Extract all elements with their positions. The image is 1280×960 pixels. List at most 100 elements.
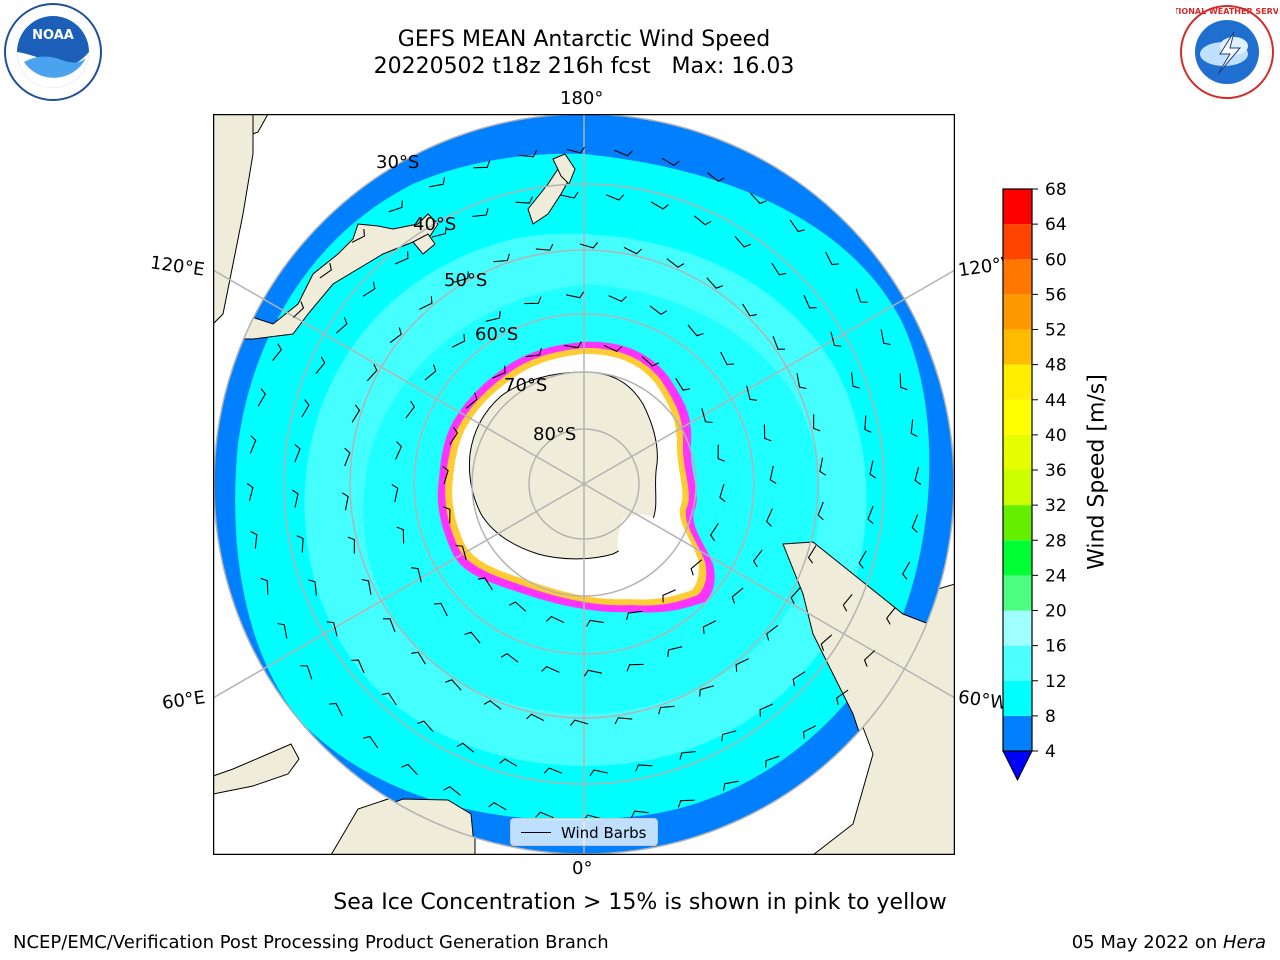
wind-barb: [608, 295, 627, 303]
wind-barb: [603, 344, 623, 353]
wind-barb: [451, 333, 466, 348]
wind-barb: [720, 351, 735, 366]
wind-barb: [454, 271, 469, 283]
colorbar-bin-4-8: [1003, 715, 1032, 751]
wind-barb: [789, 219, 806, 233]
wind-barb: [515, 196, 533, 204]
wind-barb: [709, 523, 719, 542]
colorbar-tick-label: 28: [1045, 531, 1067, 551]
wind-barb: [835, 689, 849, 706]
wind-barb: [830, 331, 842, 347]
australia-land: [214, 213, 439, 340]
wind-barb: [842, 593, 853, 612]
wind-barb: [433, 602, 448, 617]
wind-barb: [772, 335, 785, 350]
colorbar-tick-label: 48: [1045, 356, 1067, 376]
lat-label-80s: 80°S: [533, 424, 577, 445]
colorbar-tick-label: 4: [1045, 742, 1056, 762]
wind-barb: [405, 400, 415, 419]
wind-barb: [300, 665, 313, 680]
wind-barb: [661, 157, 680, 166]
colorbar-bin-52-56: [1003, 294, 1032, 330]
wind-barb: [431, 226, 447, 238]
wind-barb: [583, 669, 603, 677]
wind-barb: [499, 758, 518, 767]
wind-barbs: [246, 146, 922, 822]
colorbar-bin-64-68: [1003, 189, 1032, 225]
lat-label-60s: 60°S: [475, 324, 519, 345]
wind-barb: [326, 621, 338, 637]
wind-barb: [693, 215, 712, 226]
wind-barb: [687, 324, 704, 337]
colorbar-tick-label: 44: [1045, 391, 1067, 411]
wind-barb: [819, 457, 827, 476]
colorbar-tick-label: 12: [1045, 672, 1067, 692]
credit-text: NCEP/EMC/Verification Post Processing Pr…: [13, 932, 609, 953]
land-corner-sw: [213, 743, 300, 795]
wind-barb: [296, 535, 304, 553]
wind-barb: [662, 589, 676, 603]
wind-barb: [864, 415, 872, 433]
lon-label-0: 0°: [572, 858, 593, 879]
noaa-logo-text: NOAA: [32, 28, 74, 43]
wind-barb: [381, 692, 397, 706]
wind-barb: [746, 385, 758, 401]
wind-barb: [649, 305, 668, 315]
wind-barb: [419, 296, 433, 310]
wind-barb: [817, 501, 824, 521]
wind-barb: [541, 665, 560, 673]
wind-barb: [807, 545, 817, 564]
wind-barb: [589, 769, 608, 777]
wind-barb: [483, 700, 502, 710]
map-border: [213, 114, 955, 855]
wind-barb: [742, 303, 757, 317]
colorbar-tick-label: 56: [1045, 285, 1067, 305]
lat-label-50s: 50°S: [444, 270, 488, 291]
colorbar-bin-40-44: [1003, 399, 1032, 435]
wind-barb: [344, 447, 351, 467]
colorbar-under-arrow: [1002, 750, 1033, 782]
wind-barb: [493, 253, 510, 263]
wind-barb: [272, 343, 282, 361]
wind-barb: [429, 177, 446, 188]
lat-label-30s: 30°S: [376, 152, 420, 173]
date-stamp: 05 May 2022 on Hera: [1072, 932, 1266, 953]
wind-barb: [802, 725, 817, 739]
wind-barb: [543, 767, 563, 774]
wind-barb: [880, 329, 891, 346]
wind-barb: [443, 506, 451, 524]
wind-barb: [319, 262, 333, 279]
lon-label-60e: 60°E: [160, 687, 207, 714]
wind-barb: [717, 444, 725, 462]
wind-barb: [614, 149, 633, 157]
wind-barb: [731, 587, 744, 604]
wind-barb: [445, 679, 462, 691]
wind-barb: [249, 435, 257, 454]
colorbar-tick-label: 60: [1045, 250, 1067, 270]
wind-barb: [485, 310, 501, 322]
wind-barb: [335, 317, 348, 334]
wind-barb: [250, 530, 258, 549]
wind-barb: [771, 262, 787, 276]
wind-barb: [401, 763, 418, 776]
wind-barb: [579, 242, 599, 249]
wind-barb: [679, 751, 696, 760]
wind-barb: [545, 615, 565, 624]
wind-barb: [257, 388, 266, 407]
wind-barb: [308, 579, 317, 596]
wind-barb: [886, 607, 896, 625]
wind-barb: [899, 373, 908, 391]
wind-barb: [855, 288, 868, 303]
wind-barb: [362, 281, 376, 297]
wind-barb: [641, 356, 660, 367]
wind-barb: [914, 466, 922, 485]
colorbar-bin-32-36: [1003, 470, 1032, 506]
wind-barb: [626, 663, 644, 672]
ross-ice-shelf: [617, 514, 666, 562]
wind-barb: [472, 208, 489, 217]
wind-barb: [719, 483, 726, 503]
colorbar-bin-8-12: [1003, 680, 1032, 716]
wind-barbs-legend: Wind Barbs: [510, 818, 658, 846]
wind-barb: [362, 735, 379, 749]
polar-map: [213, 114, 955, 855]
